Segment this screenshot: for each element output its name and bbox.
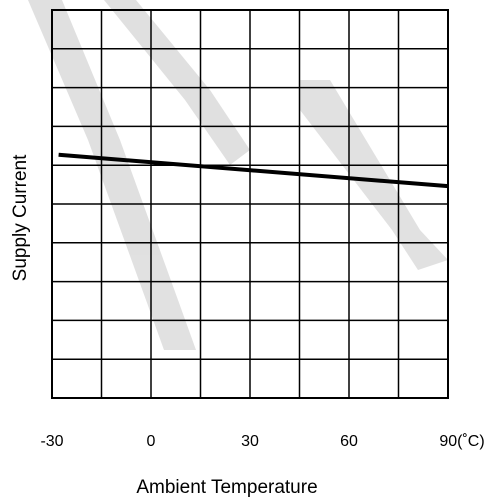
watermark-stripe-right	[300, 80, 448, 270]
x-axis-title: Ambient Temperature	[136, 477, 317, 498]
watermark	[28, 0, 448, 350]
x-tick-labels: -30 0 30 60 90(˚C)	[40, 433, 484, 450]
x-tick-label: 90(˚C)	[439, 433, 484, 450]
series-group	[58, 152, 449, 189]
x-tick-label: 0	[147, 433, 156, 450]
plot-grid	[51, 9, 449, 399]
x-tick-label: 30	[241, 433, 259, 450]
x-tick-label: -30	[40, 433, 63, 450]
x-tick-label: 60	[340, 433, 358, 450]
y-axis-title: Supply Current	[10, 154, 31, 281]
watermark-stripe-top	[104, 0, 250, 165]
series-line-0	[58, 152, 449, 189]
